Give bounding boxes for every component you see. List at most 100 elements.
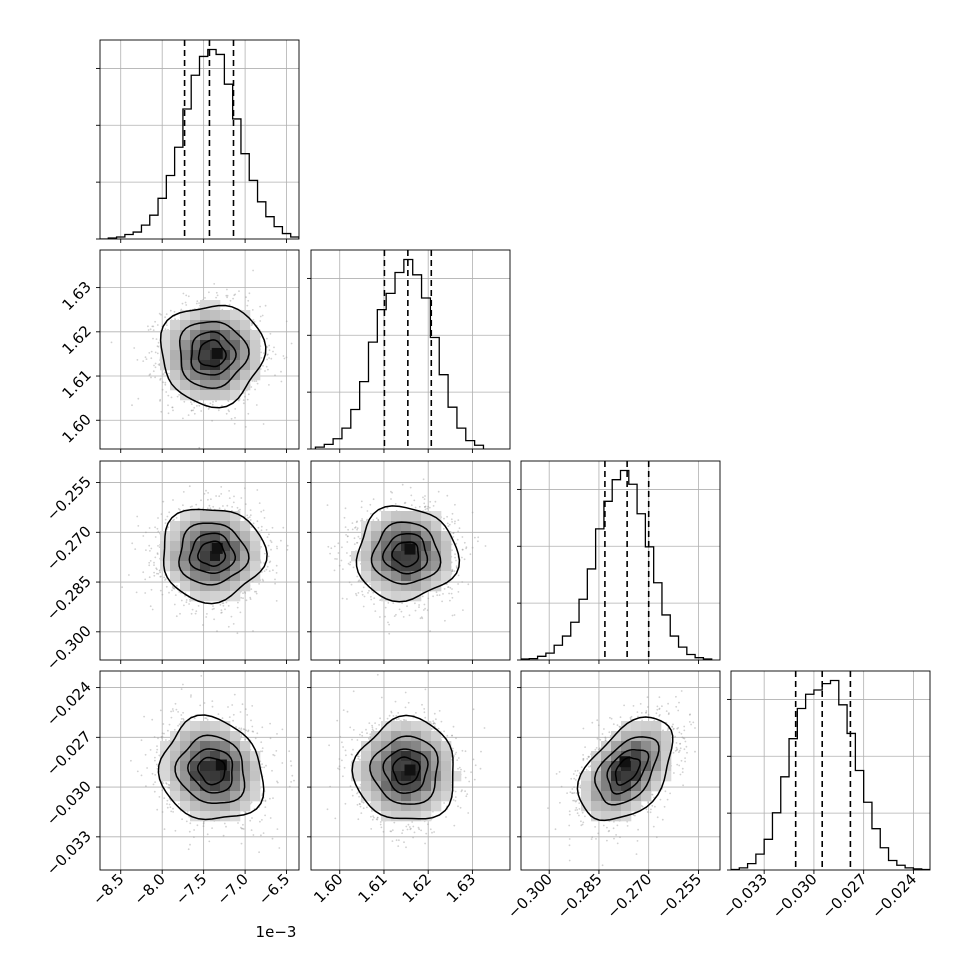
- sample-point: [598, 748, 601, 751]
- density-cell: [230, 370, 241, 381]
- density-cell: [170, 541, 181, 552]
- sample-point: [143, 715, 146, 718]
- sample-point: [167, 404, 169, 407]
- sample-point: [378, 724, 380, 726]
- density-cell: [381, 581, 392, 592]
- sample-point: [681, 736, 684, 739]
- density-cell: [401, 591, 412, 602]
- sample-point: [245, 296, 247, 299]
- sample-point: [222, 834, 225, 837]
- sample-point: [429, 630, 431, 633]
- sample-point: [689, 713, 691, 716]
- sample-point: [173, 728, 176, 731]
- density-cell: [591, 811, 602, 822]
- sample-point: [573, 777, 576, 780]
- sample-point: [205, 717, 208, 720]
- density-cell: [190, 571, 201, 582]
- density-cell: [220, 310, 231, 321]
- sample-point: [451, 568, 454, 571]
- sample-point: [619, 836, 621, 839]
- sample-point: [165, 391, 168, 393]
- sample-point: [380, 696, 383, 699]
- sample-point: [252, 834, 255, 836]
- sample-point: [594, 748, 597, 751]
- sample-point: [154, 759, 156, 762]
- density-cell: [631, 741, 642, 752]
- sample-point: [358, 795, 360, 798]
- sample-point: [351, 528, 354, 531]
- contour-line: [187, 748, 234, 794]
- sample-point: [267, 544, 270, 547]
- sample-point: [163, 828, 166, 830]
- sample-point: [159, 571, 162, 574]
- sample-point: [671, 725, 673, 728]
- sample-point: [432, 722, 435, 725]
- density-cell: [371, 801, 382, 812]
- sample-point: [636, 840, 639, 842]
- density-cell: [240, 380, 251, 391]
- sample-point: [202, 822, 205, 825]
- density-cell: [401, 771, 412, 782]
- sample-point: [256, 382, 259, 385]
- density-cell: [200, 330, 211, 341]
- sample-point: [424, 508, 427, 511]
- sample-point: [269, 797, 271, 800]
- sample-point: [423, 498, 426, 500]
- sample-point: [174, 318, 176, 320]
- sample-point: [264, 304, 267, 307]
- sample-point: [333, 569, 336, 572]
- sample-point: [142, 571, 145, 574]
- sample-point: [453, 522, 456, 525]
- x-tick-label: −0.030: [769, 870, 821, 922]
- sample-point: [158, 312, 161, 315]
- sample-point: [356, 528, 358, 531]
- density-cell: [411, 791, 422, 802]
- sample-point: [555, 773, 558, 775]
- density-cell: [200, 561, 211, 572]
- sample-point: [578, 772, 581, 775]
- sample-point: [180, 688, 183, 690]
- sample-point: [262, 365, 264, 367]
- sample-point: [173, 587, 176, 590]
- sample-point: [185, 820, 188, 823]
- sample-point: [432, 595, 434, 598]
- sample-point: [351, 794, 354, 797]
- sample-point: [426, 507, 429, 510]
- sample-point: [388, 632, 391, 635]
- sample-point: [256, 732, 259, 735]
- density-cell: [411, 511, 422, 522]
- sample-point: [418, 604, 420, 606]
- sample-point: [136, 770, 139, 773]
- sample-point: [371, 724, 373, 727]
- density-cell: [371, 531, 382, 542]
- sample-point: [154, 781, 157, 783]
- sample-point: [440, 720, 443, 723]
- density-cell: [200, 591, 211, 602]
- sample-point: [264, 800, 267, 803]
- sample-point: [260, 510, 263, 513]
- density-cell: [661, 751, 672, 762]
- sample-point: [432, 720, 435, 722]
- density-cell: [200, 370, 211, 381]
- sample-point: [663, 805, 666, 808]
- x-tick-label: 1.61: [354, 870, 390, 906]
- sample-point: [424, 842, 426, 845]
- sample-point: [361, 731, 363, 734]
- contour-line: [382, 748, 429, 794]
- sample-point: [372, 498, 375, 501]
- sample-point: [190, 696, 192, 698]
- sample-point: [234, 293, 237, 296]
- sample-point: [213, 607, 215, 610]
- sample-point: [588, 765, 590, 768]
- sample-point: [350, 583, 353, 586]
- sample-point: [372, 519, 375, 521]
- sample-point: [263, 766, 266, 769]
- sample-point: [228, 497, 231, 499]
- sample-point: [369, 733, 372, 736]
- density-cell: [621, 771, 632, 782]
- density-cell: [190, 561, 201, 572]
- sample-point: [247, 729, 250, 732]
- sample-point: [387, 602, 390, 604]
- sample-point: [275, 750, 278, 752]
- sample-point: [142, 535, 145, 537]
